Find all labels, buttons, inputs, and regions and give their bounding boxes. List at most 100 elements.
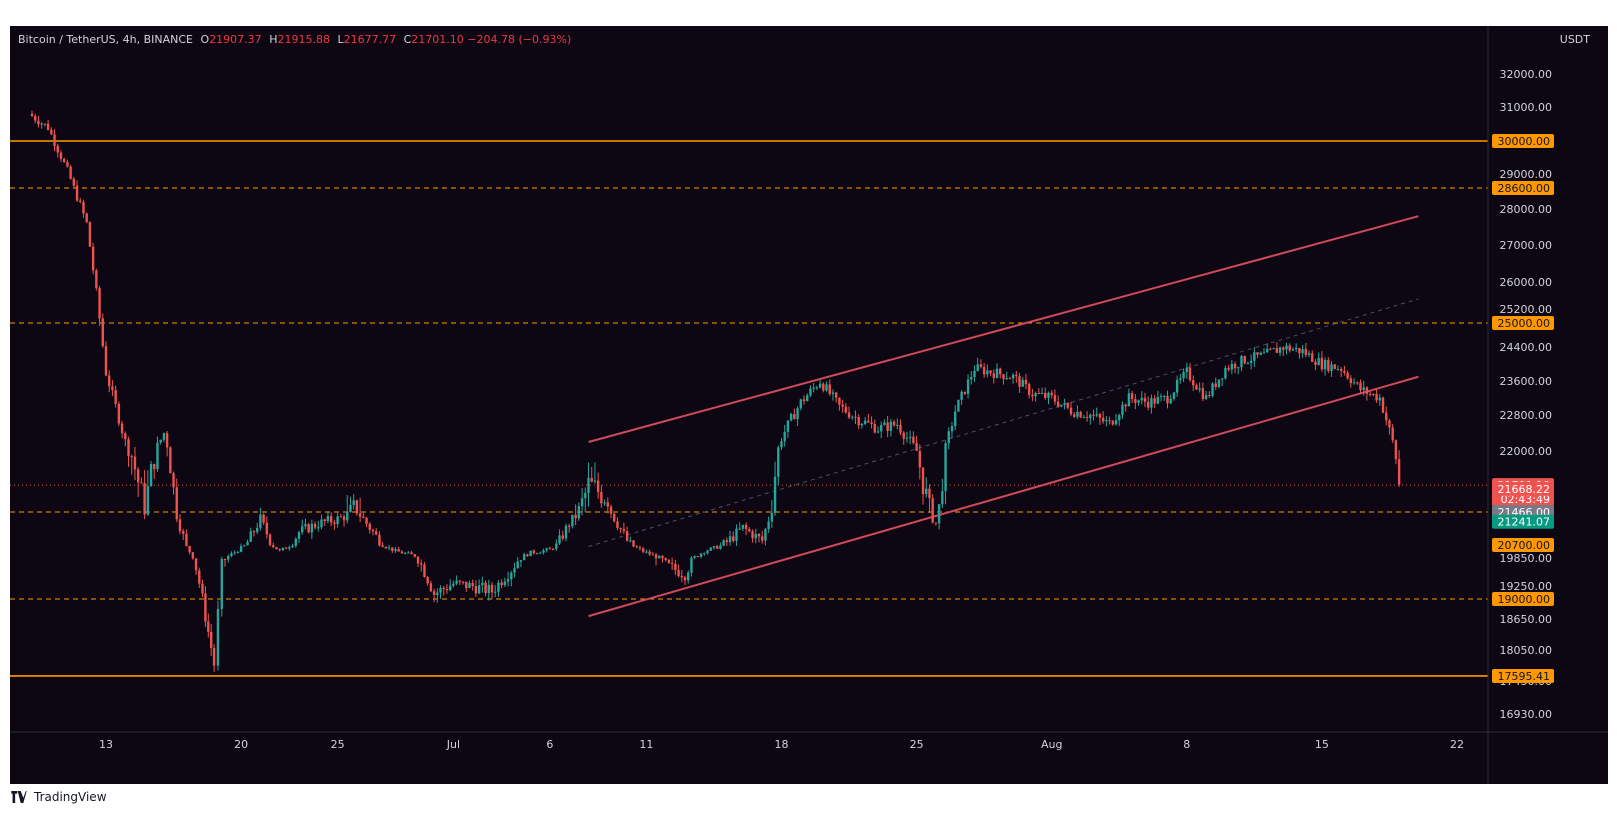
candle-body — [555, 543, 558, 550]
candle-body — [50, 129, 53, 135]
candle-body — [616, 521, 619, 528]
candle-body — [754, 534, 757, 539]
candle-body — [1201, 388, 1205, 400]
candle-body — [329, 516, 333, 523]
candle-body — [873, 423, 876, 433]
candle-body — [596, 480, 600, 492]
candle-body — [169, 447, 172, 474]
price-chart[interactable]: 32000.00 31000.00 29000.00 28000.00 27000.00… — [10, 26, 1608, 784]
candle-body — [886, 422, 889, 431]
y-tick-label: 19250.00 — [1500, 580, 1553, 593]
candle-body — [62, 159, 66, 163]
candle-body — [510, 572, 513, 580]
candle-body — [629, 540, 632, 542]
candle-body — [1063, 402, 1066, 405]
candle-body — [69, 166, 72, 179]
y-tick-label: 18650.00 — [1500, 613, 1553, 626]
candle-body — [934, 522, 938, 524]
x-tick-label: 8 — [1183, 738, 1190, 751]
x-tick-label: 20 — [234, 738, 248, 751]
candle-body — [635, 546, 638, 548]
candle-body — [712, 546, 716, 548]
candle-body — [1134, 398, 1137, 403]
candle-body — [545, 548, 548, 551]
channel-mid-line[interactable] — [588, 298, 1419, 548]
candle-body — [165, 433, 169, 448]
candle-body — [503, 581, 507, 586]
channel-lower-line[interactable] — [588, 375, 1419, 618]
candle-body — [117, 403, 121, 424]
close-value: 21701.10 — [411, 33, 464, 46]
candle-body — [149, 464, 153, 487]
candle-body — [120, 423, 124, 434]
candle-body — [291, 545, 294, 548]
candle-body — [403, 552, 407, 554]
y-tick-label: 26000.00 — [1500, 276, 1553, 289]
candle-body — [82, 202, 85, 214]
candle-body — [439, 588, 442, 593]
candle-body — [613, 513, 616, 522]
candle-body — [574, 514, 577, 519]
candle-body — [458, 580, 462, 582]
price-tag-countdown: 02:43:49 — [1501, 493, 1550, 506]
candle-body — [783, 431, 786, 442]
candle-body — [925, 488, 928, 495]
candle-body — [301, 526, 304, 533]
candle-body — [973, 370, 976, 377]
candle-body — [773, 476, 777, 513]
candle-body — [796, 408, 799, 420]
candle-body — [982, 366, 986, 375]
candle-body — [1153, 398, 1156, 404]
candle-body — [1246, 362, 1250, 364]
candle-body — [34, 116, 37, 121]
channel-upper-line[interactable] — [588, 215, 1419, 443]
candle-body — [818, 383, 822, 388]
candle-body — [1147, 401, 1150, 408]
candle-body — [928, 488, 931, 499]
candle-body — [381, 545, 384, 547]
x-tick-label: 25 — [331, 738, 345, 751]
candle-body — [896, 424, 899, 426]
candle-body — [375, 531, 378, 535]
candle-body — [722, 540, 725, 546]
candle-body — [1259, 352, 1262, 355]
candle-body — [770, 512, 774, 522]
candle-body — [1266, 348, 1269, 353]
candle-body — [391, 547, 394, 551]
candle-body — [654, 554, 658, 559]
candle-body — [513, 568, 516, 573]
candle-body — [719, 545, 722, 549]
candle-body — [111, 386, 114, 390]
candle-body — [632, 540, 635, 547]
x-tick-label: Jul — [446, 738, 460, 751]
candle-body — [339, 516, 343, 518]
candle-body — [140, 482, 143, 484]
chart-frame[interactable]: 32000.00 31000.00 29000.00 28000.00 27000.00… — [10, 26, 1608, 784]
candle-body — [1343, 370, 1346, 373]
candle-body — [600, 491, 603, 504]
candle-body — [1098, 414, 1102, 418]
candle-body — [1163, 396, 1166, 398]
level-tag-bg — [1492, 316, 1554, 330]
candle-body — [950, 426, 954, 432]
candle-body — [564, 525, 568, 539]
candle-body — [1224, 368, 1227, 379]
candle-body — [1140, 397, 1143, 401]
candle-body — [487, 584, 490, 594]
candle-body — [1217, 379, 1221, 387]
level-tag: 17595.41 — [1498, 670, 1551, 683]
candle-body — [777, 447, 780, 477]
candle-body — [420, 563, 423, 565]
candle-body — [30, 113, 34, 117]
candle-body — [902, 432, 905, 439]
candle-body — [1320, 357, 1324, 370]
candle-body — [728, 536, 732, 543]
candle-body — [124, 433, 127, 440]
candle-body — [1008, 378, 1012, 380]
candle-body — [1340, 368, 1343, 371]
candle-body — [1275, 348, 1279, 353]
candle-body — [1089, 414, 1092, 418]
candle-body — [497, 582, 500, 592]
candle-body — [304, 524, 307, 527]
candle-body — [75, 185, 79, 201]
